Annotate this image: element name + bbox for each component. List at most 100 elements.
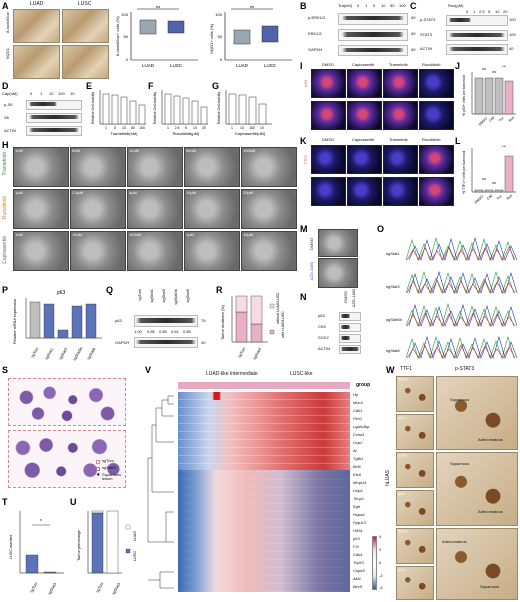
panel-w-left-1: [396, 376, 434, 412]
panel-a-c2-x-lusc: LUSC: [264, 63, 277, 68]
panel-b-row-erk: ERK1/2: [308, 31, 322, 36]
panel-v-gene-12: Mmp14: [353, 480, 367, 485]
panel-k-zoom-4: [419, 177, 454, 206]
panel-l-ylabel: % TTF1+ cells per tumoroid: [462, 151, 466, 194]
panel-v-gene-1: Hp: [353, 392, 359, 397]
panel-n-row-actin: ACTIN: [318, 346, 330, 351]
panel-f-bar-1: [164, 93, 172, 125]
panel-e-tick-3: 10: [122, 126, 126, 130]
panel-q-header-1: sgTom: [137, 289, 142, 301]
panel-label-w: W: [386, 365, 395, 375]
panel-w-left-label-6: p40: [398, 567, 405, 572]
panel-n-band-4: [341, 347, 359, 351]
panel-k-stain: TTF1: [303, 155, 308, 165]
panel-w-annot-2: Adenomatous: [478, 437, 503, 442]
panel-o-trace-1: [406, 236, 518, 261]
panel-label-n: N: [300, 292, 307, 302]
panel-label-c: C: [410, 1, 417, 11]
panel-l-bar-4: [504, 155, 514, 193]
panel-a-c1-ns: ns: [156, 4, 160, 9]
panel-b-conc-2: 5: [373, 3, 376, 8]
panel-h-row-capivasertib: Capivasertib: [2, 236, 8, 264]
panel-l-stat-2: ns: [492, 181, 496, 185]
panel-u-legend-swatch-1: [125, 524, 131, 530]
panel-a-c2-box-luad: [233, 29, 251, 45]
panel-q-header-4: sgStat5b: [173, 289, 178, 305]
panel-p-bar-5: [85, 303, 97, 339]
panel-u-legend-2: LUSC: [133, 551, 137, 561]
panel-o-row-2: sgStat3: [386, 284, 400, 289]
panel-h-lbl-2-4: 10μM: [186, 190, 197, 195]
panel-b-conc-0: 0: [357, 3, 360, 8]
panel-w-annot-3: Squamous: [450, 461, 470, 466]
panel-s-legend-swatch-2: [96, 467, 100, 471]
panel-s-slide-2: [8, 430, 126, 488]
panel-h-img-1-2: [70, 147, 126, 187]
panel-label-e: E: [86, 81, 93, 91]
panel-r-legend-swatch-1: [269, 303, 275, 309]
panel-h-lbl-2-3: 5μM: [129, 190, 137, 195]
panel-s-star-icon: ★: [96, 472, 101, 478]
panel-l-x-3: Tra: [496, 194, 502, 200]
panel-t-chart: * sgTom sgStat3 LUSC number: [9, 511, 64, 596]
panel-h-lbl-1-1: 1nM: [15, 148, 23, 153]
panel-r-bar-2-bottom: [250, 323, 263, 343]
panel-q-header-3: sgStat3: [161, 289, 166, 303]
panel-p-bar-3: [57, 329, 69, 339]
panel-f-tick-3: 5: [185, 126, 187, 130]
panel-q-val-2: 0.85: [147, 329, 155, 334]
panel-u-ylabel: Tumor percentage: [77, 530, 81, 561]
panel-label-v: V: [145, 365, 152, 375]
panel-p-x-3: sgStat3: [58, 347, 68, 360]
panel-u-legend-swatch-2: [125, 548, 131, 554]
panel-g-bar-4: [258, 103, 267, 125]
panel-label-b: B: [300, 1, 307, 11]
panel-a-chart-1: 100 50 0 ns LUAD LUSC 8-oxo/dGuo+ cells …: [115, 4, 198, 68]
panel-label-k: K: [300, 136, 307, 146]
panel-d-conc-0: 0: [30, 91, 33, 96]
panel-k-col-2: Capivasertib: [352, 137, 375, 142]
panel-label-p: P: [2, 285, 9, 295]
panel-b-row-gapdh: GAPDH: [308, 47, 323, 52]
panel-d-band-1: [29, 102, 57, 106]
panel-q-mw-1: 75: [201, 318, 206, 323]
panel-h-img-3-1: [13, 231, 69, 271]
panel-v-gene-3: Cdh1: [353, 408, 363, 413]
panel-q-mw-2: 40: [201, 340, 206, 345]
panel-s-legend-2: sgStat3: [102, 465, 116, 470]
panel-k-col-3: Trametinib: [389, 137, 408, 142]
panel-v-scale-1: 4: [379, 534, 382, 539]
panel-e-tick-2: 5: [114, 126, 116, 130]
panel-a-img-2: [62, 9, 109, 43]
panel-r-legend-1: without LUAS/LUSC: [276, 292, 280, 324]
panel-g-bar-2: [238, 94, 247, 125]
panel-b-row-perk: p-ERK1/2: [308, 15, 326, 20]
panel-w-side-label: hLUAS: [385, 470, 391, 486]
panel-label-f: F: [148, 81, 154, 91]
panel-w-right-1: [436, 376, 518, 450]
panel-label-t: T: [2, 497, 8, 507]
panel-b-mw-2: 40: [411, 31, 416, 36]
panel-v-header-left: LUAD-like Intermediate: [206, 371, 258, 377]
panel-h-lbl-2-1: 1μM: [15, 190, 23, 195]
panel-h-lbl-1-4: 50nM: [186, 148, 197, 153]
panel-w-left-label-5: TTF1: [398, 529, 408, 534]
panel-f-tick-5: 20: [202, 126, 206, 130]
panel-a-c1-ylabel: 8-oxo/dGuo+ cells (%): [115, 16, 120, 56]
panel-o-trace-4: [406, 335, 518, 359]
panel-b-mw-3: 40: [411, 47, 416, 52]
panel-a-c2-box-lusc: [261, 25, 279, 43]
panel-d-header: Cap(nM): [2, 91, 18, 96]
panel-q-val-3: 0.85: [159, 329, 167, 334]
panel-q-val-4: 0.61: [171, 329, 179, 334]
panel-v-dendrogram: [147, 395, 174, 589]
panel-k-zoom-2: [347, 177, 382, 206]
panel-q-row-p63: p63: [115, 318, 122, 323]
panel-a-chart-2: 100 50 0 ns LUAD LUSC NQO1+ cells (%): [209, 4, 292, 68]
panel-r-bar-2-top: [250, 295, 263, 325]
panel-t-x-1: sgTom: [29, 582, 38, 594]
panel-w-annot-5: Adenomatous: [442, 539, 467, 544]
panel-a-col-lusc: LUSC: [78, 1, 92, 7]
panel-m-img-1: [318, 229, 358, 257]
panel-i-zoom-2: [347, 101, 382, 130]
